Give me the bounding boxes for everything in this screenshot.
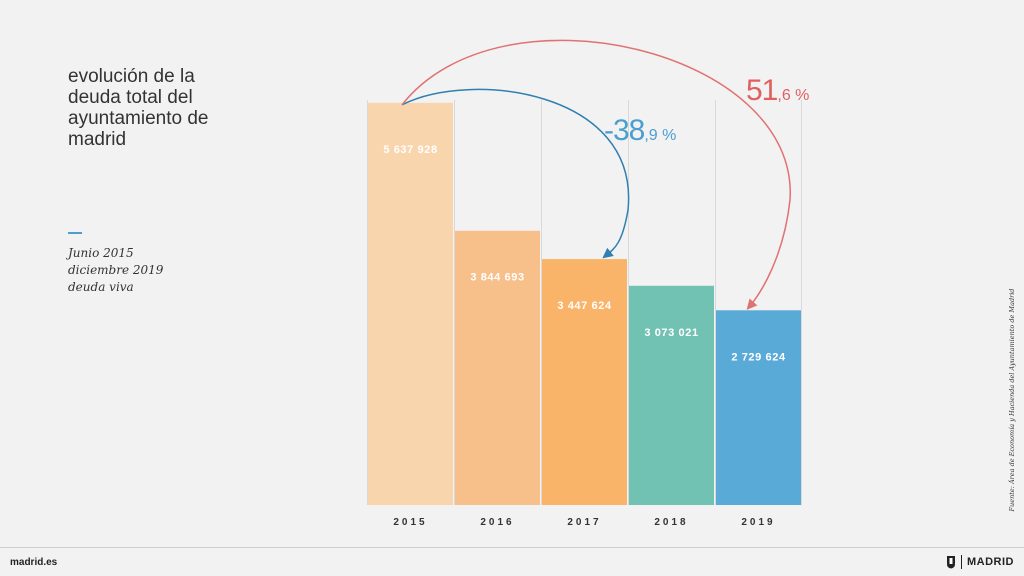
value-label-2019: 2 729 624 (731, 351, 786, 363)
title-line: evolución de la (68, 66, 195, 87)
title-line: madrid (68, 129, 127, 150)
value-label-2015: 5 637 928 (383, 144, 437, 156)
subtitle-line: Junio 2015 (68, 246, 134, 260)
title-line: ayuntamiento de (68, 108, 209, 129)
chart-subtitle: Junio 2015 diciembre 2019 deuda viva (68, 245, 163, 296)
bar-2017 (542, 259, 627, 505)
x-tick-label: 2017 (567, 517, 601, 528)
change-arrow-red (401, 39, 791, 310)
value-label-2017: 3 447 624 (557, 300, 612, 312)
footer-site-link[interactable]: madrid.es (10, 557, 58, 568)
percent-change-label-red: 51,6 % (746, 74, 809, 107)
x-tick-label: 2016 (480, 517, 514, 528)
percent-change-label-blue: -38,9 % (604, 114, 676, 147)
footer-divider (0, 547, 1024, 548)
source-note: Fuente: Área de Economía y Hacienda del … (1008, 288, 1016, 512)
bar-2016 (455, 230, 540, 505)
footer-logo: MADRID (946, 555, 1014, 569)
value-label-2016: 3 844 693 (470, 272, 524, 284)
bar-2015 (368, 102, 453, 505)
subtitle-line: deuda viva (68, 280, 134, 294)
madrid-crest-icon (947, 556, 955, 569)
accent-dash (68, 232, 82, 234)
title-line: deuda total del (68, 87, 193, 108)
bar-2019 (716, 310, 801, 505)
x-tick-label: 2018 (654, 517, 688, 528)
change-arrow-blue (401, 88, 630, 259)
bar-2018 (629, 285, 714, 505)
value-label-2018: 3 073 021 (644, 327, 698, 339)
x-tick-label: 2015 (393, 517, 427, 528)
chart-title: evolución de la deuda total del ayuntami… (68, 66, 258, 150)
x-tick-label: 2019 (741, 517, 775, 528)
subtitle-line: diciembre 2019 (68, 263, 164, 277)
logo-separator (961, 555, 962, 569)
footer-brand: MADRID (967, 556, 1014, 568)
